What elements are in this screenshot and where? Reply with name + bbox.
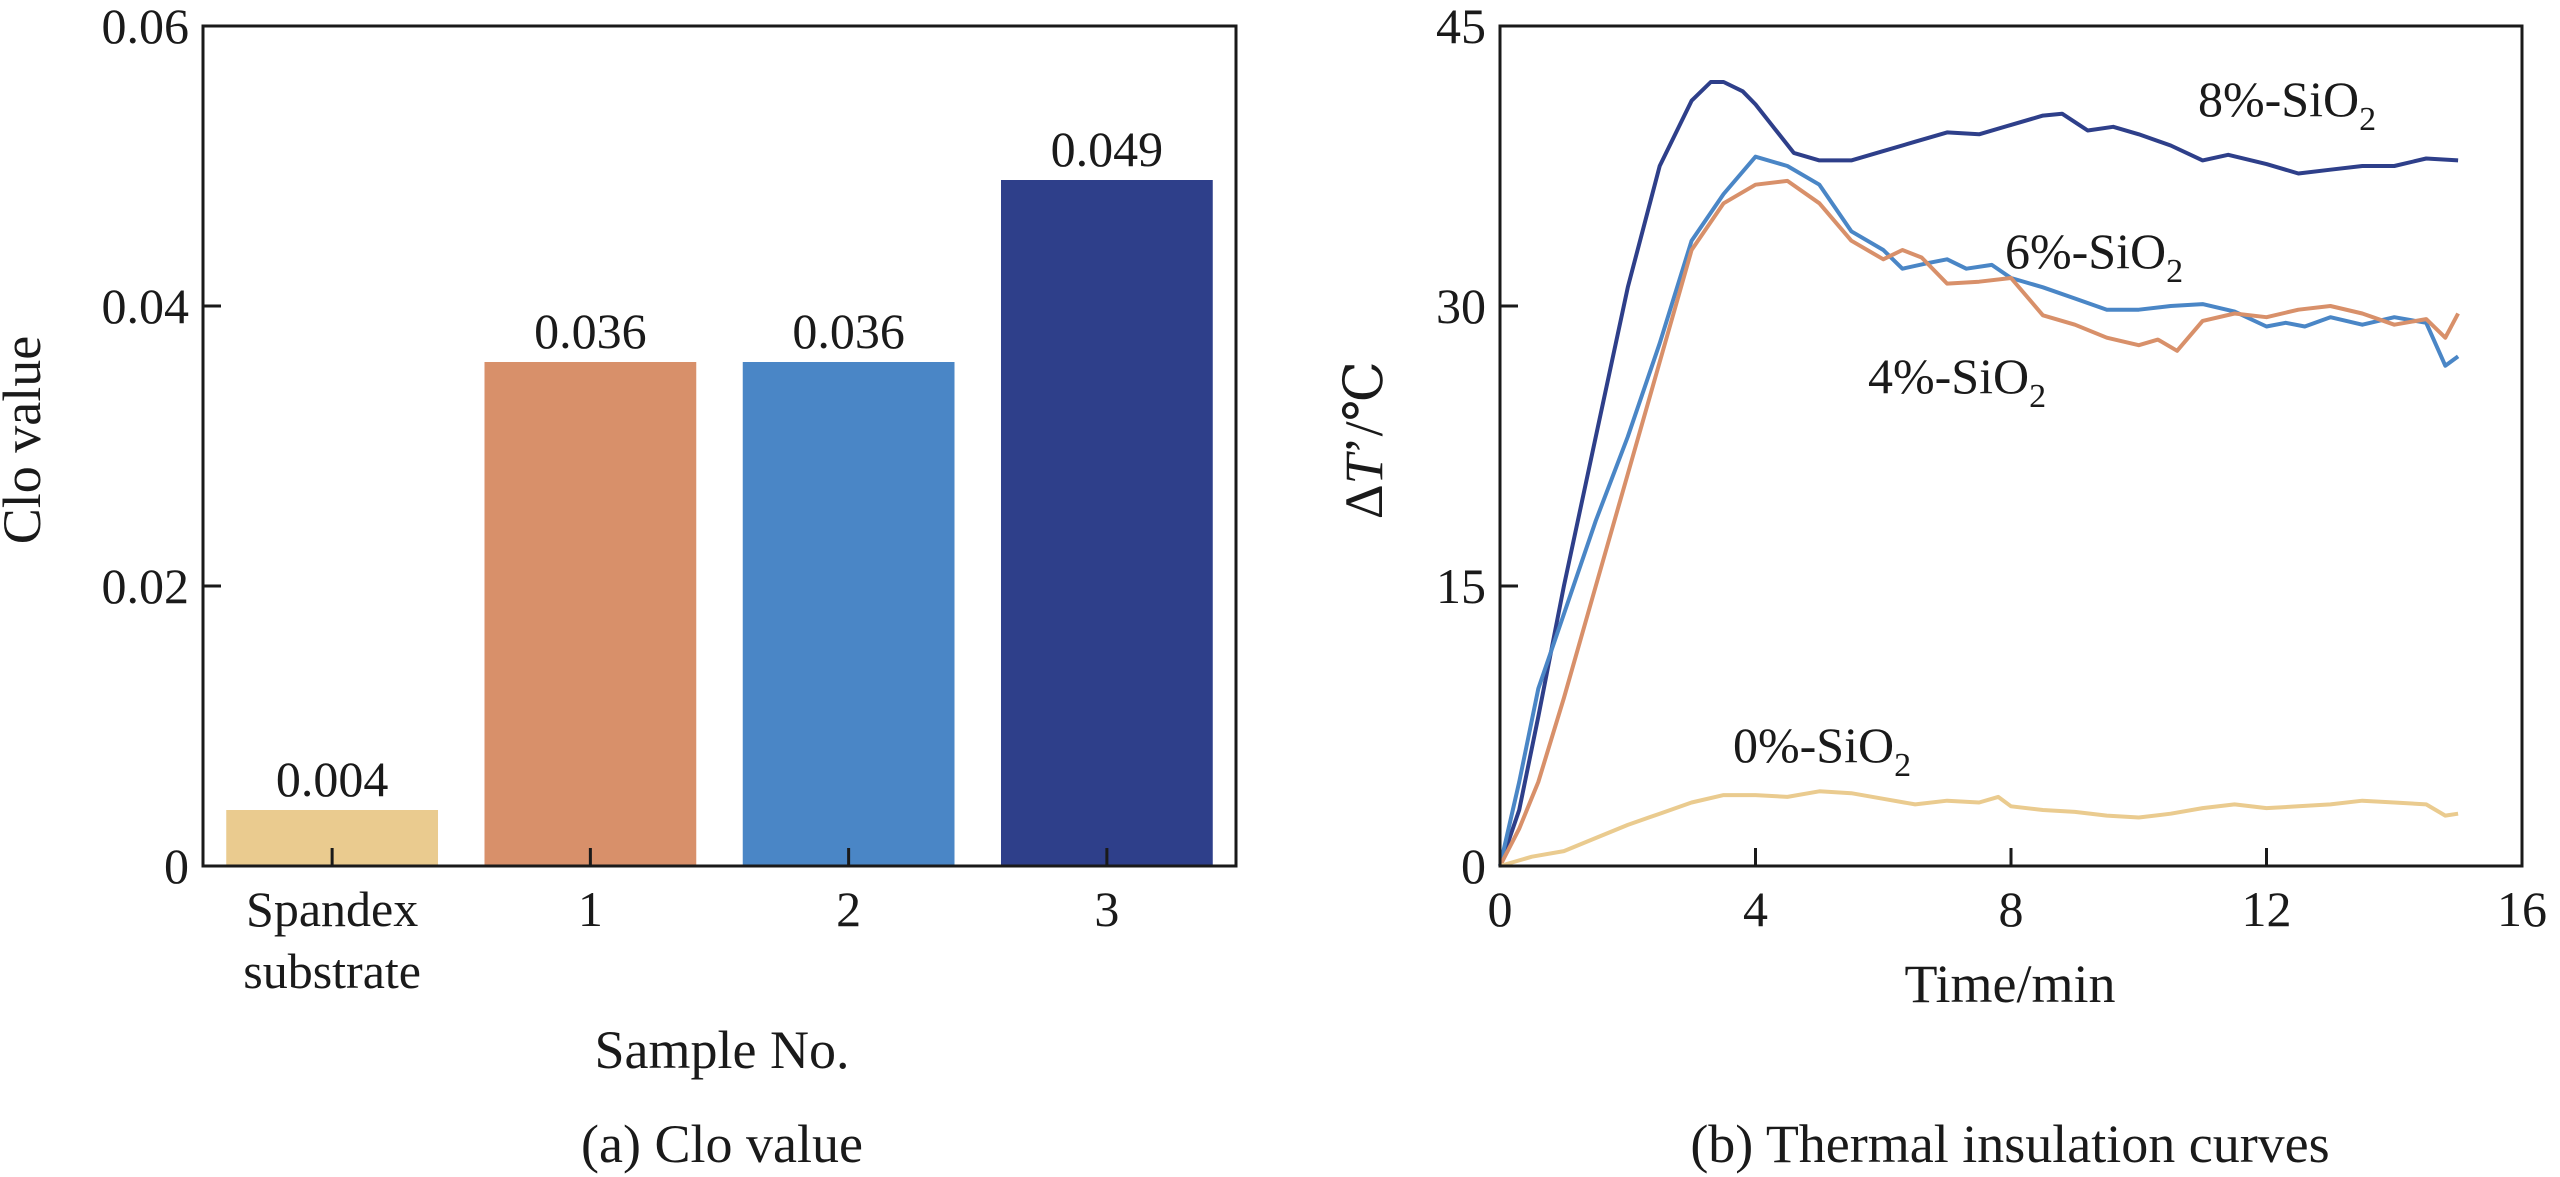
y-axis-label-variable: T: [1334, 450, 1394, 484]
x-axis-ticks: Spandex substrate 1 2 3: [243, 848, 1119, 999]
x-axis-label: Time/min: [1904, 954, 2115, 1014]
series-label-subscript: 2: [1894, 747, 1911, 784]
x-tick-label-4: 16: [2497, 881, 2547, 937]
plot-frame: [201, 24, 1238, 868]
x-tick-label-1: 1: [578, 881, 603, 937]
bar-1: [484, 362, 697, 866]
series-line-1: [1498, 154, 2460, 867]
bar-value-label-0: 0.004: [276, 751, 389, 807]
series-label-subscript: 2: [2029, 378, 2046, 415]
series-label-text: 0%-SiO: [1733, 717, 1894, 773]
y-tick-label-1: 15: [1436, 558, 1486, 614]
series-line-3: [1499, 789, 2459, 868]
y-tick-label-0: 0: [164, 838, 189, 894]
x-axis-label: Sample No.: [595, 1020, 850, 1080]
x-tick-label-2: 8: [1999, 881, 2024, 937]
series-line-2: [1498, 178, 2460, 867]
y-axis-ticks: 0 15 30 45: [1436, 0, 1518, 894]
series-lines-group: [1498, 80, 2460, 868]
x-tick-label-0-line2: substrate: [243, 943, 421, 999]
series-label-0: 8%-SiO2: [2198, 71, 2376, 138]
y-tick-label-1: 0.02: [102, 558, 190, 614]
bar-2: [742, 362, 955, 866]
x-tick-label-0: 0: [1488, 881, 1513, 937]
x-axis-ticks: 0 4 8 12 16: [1488, 848, 2547, 937]
series-label-text: 8%-SiO: [2198, 71, 2359, 127]
y-axis-label: ΔT’/℃: [1334, 361, 1394, 519]
x-tick-label-1: 4: [1743, 881, 1768, 937]
y-axis-label: Clo value: [0, 336, 52, 544]
series-label-3: 0%-SiO2: [1733, 717, 1911, 784]
y-tick-label-2: 0.04: [102, 278, 190, 334]
plot-frame: [1498, 24, 2524, 868]
x-tick-label-3: 3: [1094, 881, 1119, 937]
series-label-subscript: 2: [2359, 101, 2376, 138]
value-labels-group: 0.004 0.036 0.036 0.049: [276, 121, 1163, 807]
y-tick-label-3: 0.06: [102, 0, 190, 54]
y-tick-label-2: 30: [1436, 278, 1486, 334]
y-axis-label-suffix: ’/℃: [1334, 361, 1394, 454]
bars-group: [226, 180, 1213, 866]
y-tick-label-3: 45: [1436, 0, 1486, 54]
bar-3: [1000, 180, 1213, 866]
bar-value-label-1: 0.036: [534, 303, 647, 359]
bar-value-label-3: 0.049: [1051, 121, 1164, 177]
panel-caption: (b) Thermal insulation curves: [1690, 1114, 2329, 1174]
x-tick-label-0: Spandex: [246, 881, 418, 937]
series-label-1: 6%-SiO2: [2005, 223, 2183, 290]
y-axis-ticks: 0 0.02 0.04 0.06: [102, 0, 221, 894]
x-tick-label-2: 2: [836, 881, 861, 937]
y-axis-label-prefix: Δ: [1334, 484, 1394, 519]
series-label-subscript: 2: [2166, 253, 2183, 290]
series-line-0: [1498, 80, 2459, 867]
clo-value-bar-chart: 0.004 0.036 0.036 0.049 0 0.02 0.04 0.06 Spand…: [0, 0, 1238, 1174]
x-tick-label-3: 12: [2242, 881, 2292, 937]
panel-caption: (a) Clo value: [581, 1114, 863, 1174]
series-label-text: 6%-SiO: [2005, 223, 2166, 279]
series-label-text: 4%-SiO: [1868, 348, 2029, 404]
bar-value-label-2: 0.036: [792, 303, 905, 359]
y-tick-label-0: 0: [1461, 838, 1486, 894]
series-label-2: 4%-SiO2: [1868, 348, 2046, 415]
